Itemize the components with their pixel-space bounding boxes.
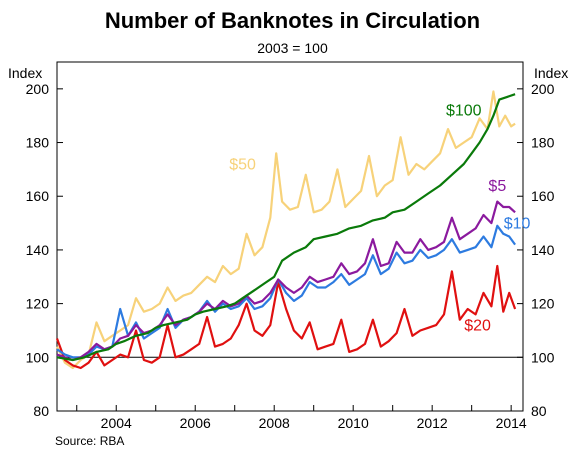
series-line-50-dollar	[56, 90, 516, 370]
x-tick-label: 2004	[101, 415, 132, 431]
y-tick-label-left: 80	[33, 403, 49, 419]
y-tick-label-left: 140	[26, 242, 50, 258]
series-label-50-dollar: $50	[229, 156, 256, 173]
chart-subtitle: 2003 = 100	[257, 40, 328, 56]
y-tick-label-left: 100	[26, 349, 50, 365]
y-tick-label-left: 120	[26, 296, 50, 312]
y-tick-label-right: 120	[531, 296, 555, 312]
x-tick-label: 2014	[496, 415, 527, 431]
series-line-20-dollar	[55, 264, 517, 370]
series-line-10-dollar	[56, 224, 516, 359]
x-tick-label: 2008	[259, 415, 290, 431]
series-line-100-dollar	[56, 93, 516, 362]
y-tick-label-right: 100	[531, 349, 555, 365]
y-tick-label-left: 200	[26, 81, 50, 97]
y-tick-label-right: 80	[531, 403, 547, 419]
source-note: Source: RBA	[55, 434, 125, 448]
series-line-5-dollar	[56, 200, 516, 362]
y-axis-label-left: Index	[8, 65, 42, 81]
series-label-20-dollar: $20	[464, 317, 491, 334]
y-tick-label-left: 160	[26, 188, 50, 204]
y-tick-label-right: 140	[531, 242, 555, 258]
x-tick-label: 2006	[180, 415, 211, 431]
series-label-100-dollar: $100	[446, 103, 482, 120]
series-label-5-dollar: $5	[488, 178, 506, 195]
y-tick-label-right: 160	[531, 188, 555, 204]
y-tick-label-right: 180	[531, 135, 555, 151]
chart-title: Number of Banknotes in Circulation	[104, 8, 481, 33]
plot-frame	[56, 61, 524, 412]
y-tick-label-right: 200	[531, 81, 555, 97]
y-axis-label-right: Index	[534, 65, 568, 81]
series-label-10-dollar: $10	[504, 215, 531, 232]
x-tick-label: 2010	[338, 415, 369, 431]
y-tick-label-left: 180	[26, 135, 50, 151]
x-tick-label: 2012	[417, 415, 448, 431]
